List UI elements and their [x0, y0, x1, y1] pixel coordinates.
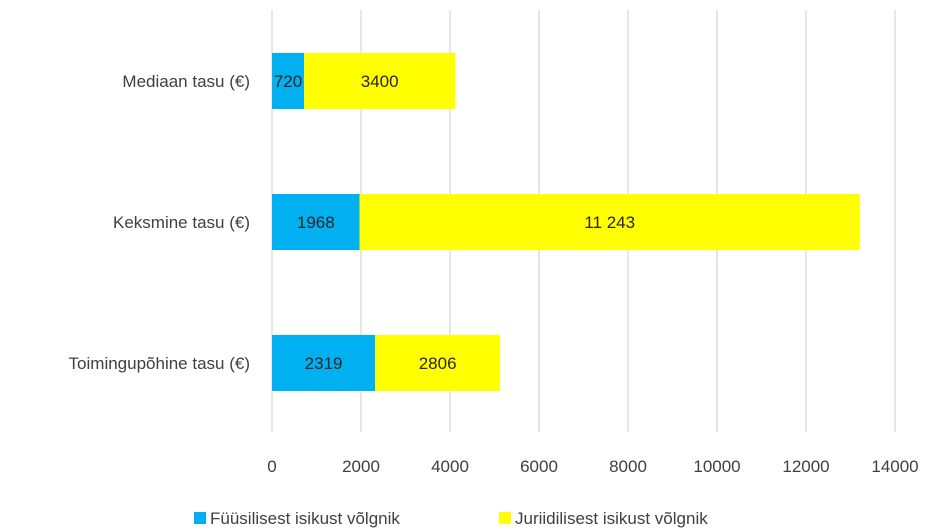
x-tick-label: 2000 [342, 457, 380, 476]
x-tick-label: 4000 [431, 457, 469, 476]
data-labels: 720 3400 1968 11 243 2319 2806 [274, 72, 635, 373]
legend-swatch [499, 512, 511, 524]
bar-segment [304, 53, 456, 109]
x-tick-labels: 0 2000 4000 6000 8000 10000 12000 14000 [267, 457, 918, 476]
category-label: Keksmine tasu (€) [113, 213, 250, 232]
data-label: 1968 [297, 213, 335, 232]
x-tick-label: 10000 [693, 457, 740, 476]
bars [272, 53, 860, 391]
category-labels: Mediaan tasu (€) Keksmine tasu (€) Toiming… [69, 72, 250, 373]
x-tick-label: 14000 [871, 457, 918, 476]
bar-segment [272, 335, 376, 391]
data-label: 11 243 [584, 213, 635, 232]
data-label: 2319 [305, 354, 343, 373]
legend-label: Füüsilisest isikust võlgnik [210, 509, 400, 528]
legend: Füüsilisest isikust võlgnik Juriidilisest… [194, 509, 708, 528]
legend-label: Juriidilisest isikust võlgnik [515, 509, 708, 528]
data-label: 2806 [419, 354, 457, 373]
bar-segment [375, 335, 501, 391]
bar-segment [272, 194, 360, 250]
category-label: Mediaan tasu (€) [122, 72, 250, 91]
data-label: 3400 [361, 72, 399, 91]
x-tick-label: 0 [267, 457, 276, 476]
data-label: 720 [274, 72, 302, 91]
x-tick-label: 6000 [520, 457, 558, 476]
category-label: Toimingupõhine tasu (€) [69, 354, 250, 373]
legend-swatch [194, 512, 206, 524]
x-tick-label: 8000 [609, 457, 647, 476]
bar-segment [272, 53, 305, 109]
x-tick-label: 12000 [782, 457, 829, 476]
bar-segment [359, 194, 860, 250]
